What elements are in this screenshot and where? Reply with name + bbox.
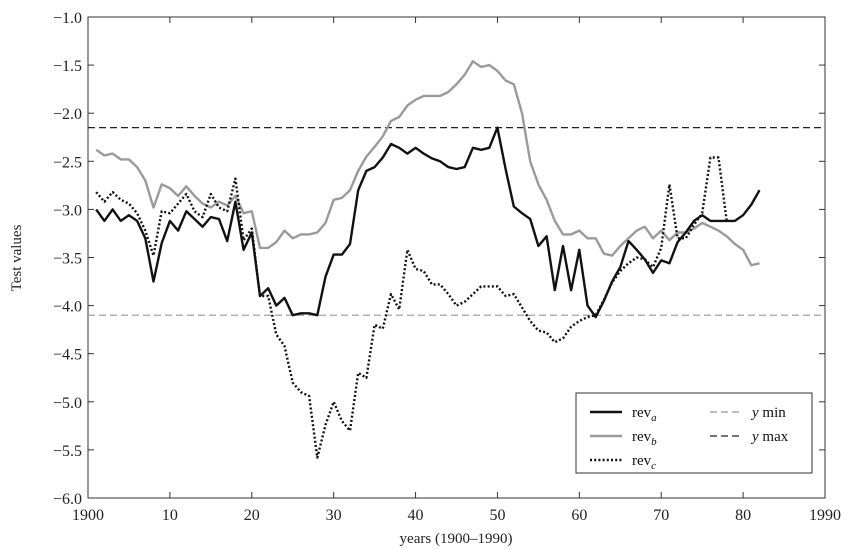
y-tick-label: −4.0 (53, 299, 82, 316)
legend-label: revb (632, 429, 657, 448)
legend-label: y min (750, 405, 786, 421)
series-line-rev-c (95, 156, 728, 459)
legend-items: reva revb revc y min y max (590, 405, 789, 472)
series-line-rev-a (95, 126, 761, 319)
x-tick-label: 50 (489, 507, 505, 524)
y-tick-label: −1.5 (53, 58, 82, 75)
y-tick-label: −5.0 (53, 395, 82, 412)
x-tick-label: 70 (653, 507, 669, 524)
series-line-rev-b (95, 60, 760, 267)
y-tick-label: −6.0 (53, 491, 82, 508)
x-tick-label: 1990 (809, 507, 841, 524)
x-tick-label: 80 (735, 507, 751, 524)
y-tick-label: −1.0 (53, 10, 82, 27)
x-axis-title: years (1900–1990) (400, 531, 513, 547)
x-tick-label: 20 (244, 507, 260, 524)
y-tick-label: −4.5 (53, 347, 82, 364)
y-tick-label: −3.5 (53, 251, 82, 268)
x-tick-label: 10 (162, 507, 178, 524)
legend-label: y max (750, 429, 789, 445)
y-tick-label: −2.0 (53, 106, 82, 123)
y-tick-label: −5.5 (53, 443, 82, 460)
series-layer (88, 60, 825, 459)
legend-label: revc (632, 453, 656, 472)
tick-layer: 1900 10 20 30 40 50 60 70 80 1990 −1.0 −1.5 −2.0 −2.5… (53, 10, 841, 524)
legend-label: reva (632, 405, 657, 424)
x-tick-label: 40 (408, 507, 424, 524)
legend: reva revb revc y min y max (575, 392, 813, 474)
x-tick-label: 60 (571, 507, 587, 524)
y-tick-label: −3.0 (53, 202, 82, 219)
x-tick-label: 1900 (72, 507, 104, 524)
y-axis-title: Test values (9, 224, 25, 291)
x-tick-label: 30 (326, 507, 342, 524)
y-tick-label: −2.5 (53, 154, 82, 171)
